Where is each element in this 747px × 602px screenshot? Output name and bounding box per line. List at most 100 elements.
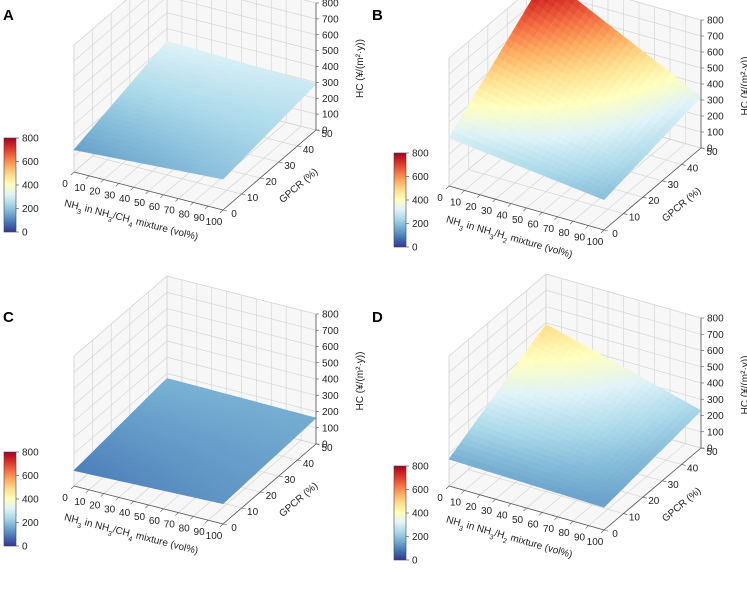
- x-label-part: 3: [76, 208, 82, 216]
- y-tick: [681, 164, 686, 166]
- x-axis-label: NH3 in NH3/H2 mixture (vol%): [444, 214, 573, 263]
- z-gridline: [73, 0, 317, 78]
- y-tick-label: 20: [266, 177, 278, 188]
- colorbar-tick-label: 600: [412, 172, 429, 183]
- x-tick: [145, 504, 149, 509]
- x-tick-label: 0: [62, 179, 68, 190]
- z-tick-label: 300: [707, 395, 724, 406]
- y-tick-label: 50: [321, 443, 333, 454]
- y-tick: [623, 213, 628, 215]
- z-axis-label: HC (¥/(m²·y)): [355, 39, 366, 98]
- x-tick-label: 60: [527, 519, 539, 530]
- surface-cell: [597, 192, 609, 200]
- panel-label: A: [3, 7, 14, 24]
- y-tick: [681, 464, 686, 466]
- x-tick: [219, 209, 224, 214]
- x-tick: [115, 497, 119, 501]
- colorbar-tick-label: 200: [22, 518, 39, 529]
- x-tick: [160, 508, 164, 513]
- x-label-part: in NH: [81, 517, 111, 535]
- z-gridline: [73, 275, 317, 357]
- x-label-part: 3: [489, 233, 495, 241]
- y-tick-label: 0: [612, 529, 618, 540]
- y-tick-label: 50: [706, 447, 718, 458]
- y-tick: [260, 491, 265, 494]
- panel-label: C: [3, 309, 14, 326]
- z-gridline: [73, 0, 317, 46]
- colorbar-tick-label: 0: [22, 228, 28, 239]
- z-gridline: [448, 0, 702, 59]
- z-tick-label: 500: [707, 362, 724, 373]
- z-gridline: [73, 340, 317, 422]
- x-tick: [461, 190, 465, 194]
- z-axis-label: HC (¥/(m²·y)): [355, 352, 366, 411]
- x-tick-label: 30: [104, 504, 116, 515]
- x-tick: [569, 520, 574, 525]
- x-tick: [445, 485, 450, 490]
- y-tick-label: 20: [648, 196, 660, 207]
- colorbar-tick-label: 800: [22, 134, 39, 145]
- x-tick-label: 10: [74, 497, 86, 508]
- y-tick: [241, 193, 246, 196]
- x-tick: [523, 507, 527, 512]
- colorbar-tick-label: 800: [412, 462, 429, 473]
- z-tick-label: 700: [322, 14, 339, 25]
- x-tick: [445, 185, 450, 190]
- x-label-part: in NH: [81, 203, 111, 221]
- x-tick-label: 50: [134, 512, 146, 523]
- x-tick: [492, 198, 496, 203]
- y-axis-line: [222, 129, 317, 211]
- z-tick-label: 400: [707, 379, 724, 390]
- z-tick-label: 200: [707, 411, 724, 422]
- x-tick: [219, 523, 224, 528]
- x-tick: [554, 216, 558, 221]
- x-label-part: 3: [489, 533, 495, 541]
- colorbar-tick-label: 400: [412, 509, 429, 520]
- x-tick: [85, 175, 90, 180]
- y-tick: [623, 513, 628, 515]
- x-tick: [85, 489, 90, 494]
- x-tick: [145, 190, 149, 195]
- z-tick-label: 300: [322, 391, 339, 402]
- x-tick-label: 80: [179, 523, 191, 534]
- y-tick: [662, 180, 667, 183]
- panel-label: B: [372, 7, 383, 24]
- x-tick-label: 90: [194, 213, 206, 224]
- x-tick: [100, 179, 105, 183]
- x-tick-label: 100: [206, 531, 223, 542]
- y-axis-line: [603, 147, 702, 231]
- x-tick-label: 90: [574, 533, 586, 544]
- y-axis-line: [222, 443, 317, 525]
- colorbar-tick-label: 600: [22, 157, 39, 168]
- z-tick-label: 200: [322, 94, 339, 105]
- surface-cell: [597, 501, 609, 508]
- x-tick-label: 90: [194, 527, 206, 538]
- x-tick: [461, 490, 465, 494]
- z-tick-label: 700: [707, 32, 724, 43]
- z-gridline: [448, 273, 702, 357]
- x-tick: [507, 503, 512, 507]
- x-tick-label: 20: [465, 502, 477, 513]
- colorbar-gradient: [3, 451, 17, 547]
- x-tick-label: 10: [450, 497, 462, 508]
- z-tick-label: 0: [322, 126, 328, 137]
- colorbar-gradient: [393, 152, 407, 248]
- z-tick-label: 0: [707, 144, 713, 155]
- y-tick: [241, 507, 246, 510]
- y-axis-label: GPCR (%): [660, 186, 703, 225]
- x-tick-label: 90: [574, 233, 586, 244]
- x-label-part: /H: [493, 528, 506, 541]
- y-tick-label: 30: [284, 475, 296, 486]
- x-tick-label: 70: [543, 224, 555, 235]
- y-axis-label: GPCR (%): [277, 167, 320, 206]
- x-label-part: 4: [128, 535, 134, 543]
- x-label-part: 2: [502, 237, 508, 245]
- x-tick: [554, 516, 558, 521]
- x-tick-label: 20: [89, 187, 101, 198]
- x-tick: [600, 229, 605, 234]
- z-tick-label: 400: [322, 375, 339, 386]
- colorbar-tick-label: 600: [22, 471, 39, 482]
